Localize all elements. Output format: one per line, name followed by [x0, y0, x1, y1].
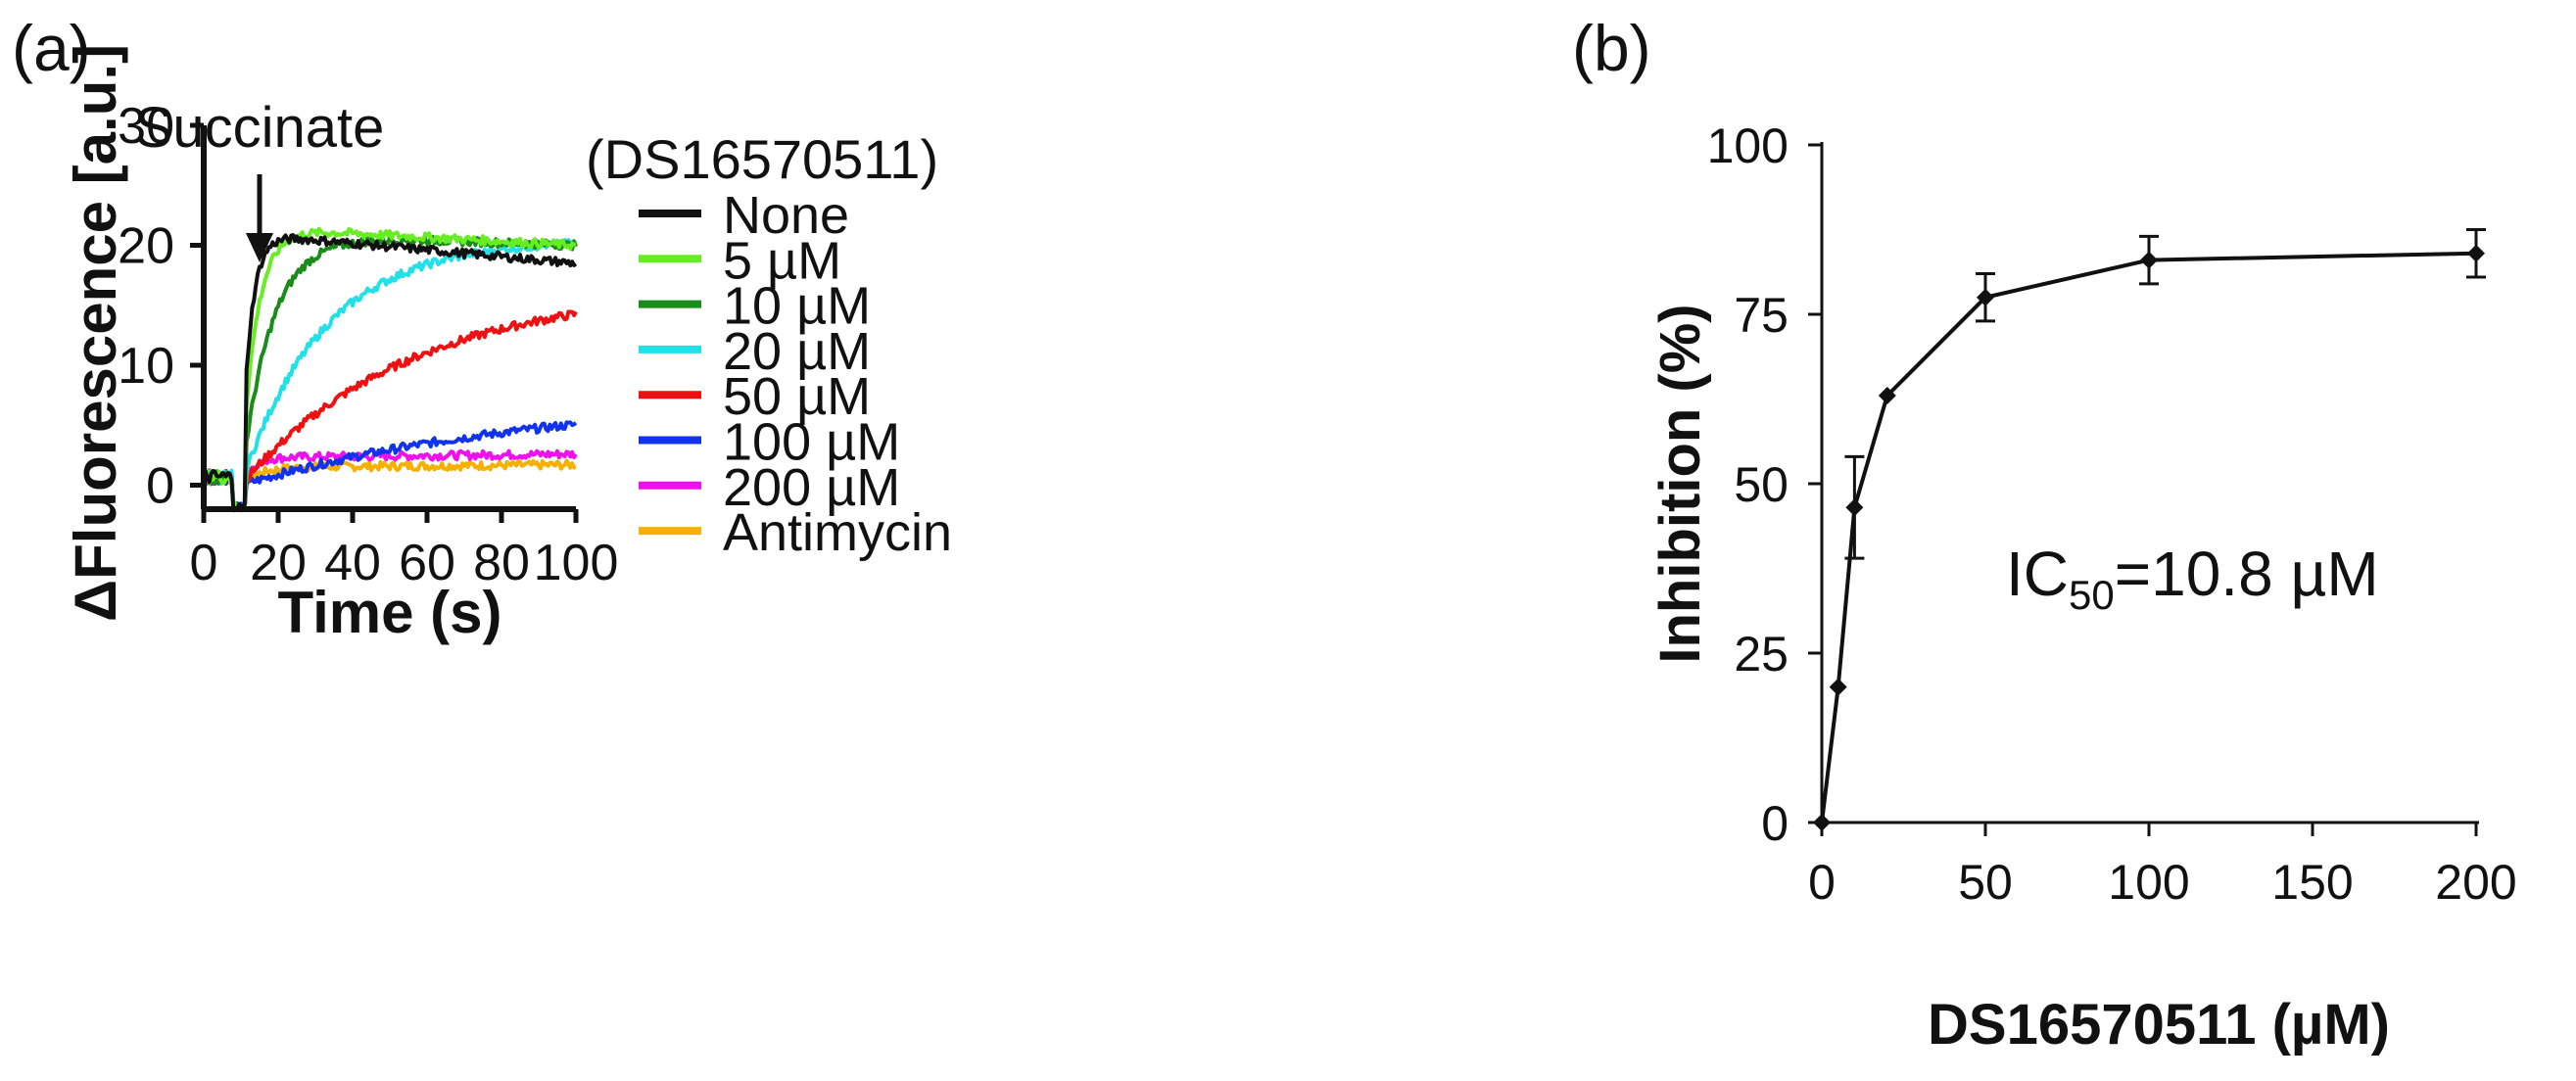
- chart-a-y-tick-label: 0: [146, 458, 174, 515]
- chart-b-x-tick-label: 100: [2108, 855, 2189, 910]
- chart-a-ticks: 0 20 40 60 80 100 0 10 20 30: [118, 98, 618, 591]
- chart-a-legend-title: (DS16570511): [586, 128, 938, 190]
- chart-a-series-line: [203, 233, 578, 513]
- chart-b-data-point: [1845, 498, 1864, 517]
- chart-a-series-line: [202, 238, 578, 511]
- chart-a-x-tick-label: 100: [534, 535, 619, 591]
- chart-b-series: [1813, 228, 2486, 831]
- chart-b-y-tick-label: 100: [1707, 118, 1789, 173]
- ic50-subscript: 50: [2069, 572, 2115, 618]
- chart-b-data-point: [1977, 288, 1994, 306]
- chart-a-series-line: [202, 226, 577, 511]
- succinate-arrow-head: [246, 233, 273, 262]
- chart-a-x-tick-label: 40: [324, 535, 381, 591]
- chart-a-legend-label: 5 µM: [723, 231, 841, 290]
- chart-a-legend-label: 50 µM: [723, 367, 871, 426]
- chart-a-y-tick-label: 10: [118, 338, 174, 395]
- chart-a-x-tick-label: 60: [399, 535, 455, 591]
- chart-a: 0 20 40 60 80 100 0 10 20 30 Time (s) ΔFluorescen…: [63, 44, 952, 645]
- chart-b-y-tick-label: 75: [1734, 288, 1789, 343]
- chart-b-y-axis-label: Inhibition (%): [1648, 304, 1712, 663]
- chart-a-legend-label: 200 µM: [723, 458, 900, 517]
- chart-a-y-tick-label: 30: [118, 98, 174, 155]
- chart-a-series-lines: [202, 226, 578, 513]
- panel-b-label: (b): [1572, 12, 1651, 84]
- chart-a-x-axis-label: Time (s): [278, 580, 502, 645]
- chart-b-data-point: [2467, 244, 2485, 262]
- chart-b-x-tick-label: 0: [1808, 855, 1836, 910]
- chart-a-x-tick-label: 0: [190, 535, 218, 591]
- chart-b-data-point: [1829, 678, 1847, 696]
- chart-a-legend-label: 10 µM: [723, 277, 871, 336]
- chart-b-y-tick-label: 25: [1734, 627, 1789, 682]
- chart-a-legend-label: Antimycin: [723, 503, 952, 562]
- chart-b-data-point: [1813, 814, 1831, 831]
- chart-a-series-line: [202, 458, 577, 512]
- chart-b-y-tick-label: 0: [1761, 796, 1789, 851]
- chart-a-x-tick-label: 80: [473, 535, 530, 591]
- ic50-annotation: IC50=10.8 µM: [2006, 539, 2379, 618]
- succinate-annotation: Succinate: [135, 96, 385, 160]
- chart-a-y-axis-label: ΔFluorescence [a.u.]: [63, 44, 128, 622]
- chart-b-x-tick-label: 200: [2435, 855, 2516, 910]
- panel-a-label: (a): [12, 12, 91, 84]
- chart-b-y-tick-label: 50: [1734, 457, 1789, 512]
- chart-a-x-tick-label: 20: [250, 535, 307, 591]
- chart-a-axes: [201, 125, 576, 512]
- chart-b-x-tick-label: 50: [1958, 855, 2013, 910]
- succinate-arrow: [246, 174, 273, 262]
- chart-b-ticks: 0 50 100 150 200 0 25 50 75 100: [1707, 118, 2517, 910]
- chart-b: 0 50 100 150 200 0 25 50 75 100 DS16570511 (µM) I…: [1648, 118, 2517, 1057]
- ic50-main: IC: [2006, 539, 2069, 609]
- chart-a-legend-label: 100 µM: [723, 413, 900, 472]
- chart-a-y-tick-label: 20: [118, 218, 174, 275]
- chart-b-data-point: [1878, 387, 1896, 405]
- chart-a-series-line: [202, 309, 578, 512]
- chart-a-legend-label: 20 µM: [723, 322, 871, 381]
- chart-b-data-point: [2140, 251, 2158, 269]
- chart-a-legend-label: None: [723, 186, 849, 245]
- chart-b-x-tick-label: 150: [2271, 855, 2353, 910]
- chart-a-series-line: [202, 420, 578, 512]
- chart-b-x-axis-label: DS16570511 (µM): [1928, 993, 2390, 1057]
- ic50-value: =10.8 µM: [2115, 539, 2379, 609]
